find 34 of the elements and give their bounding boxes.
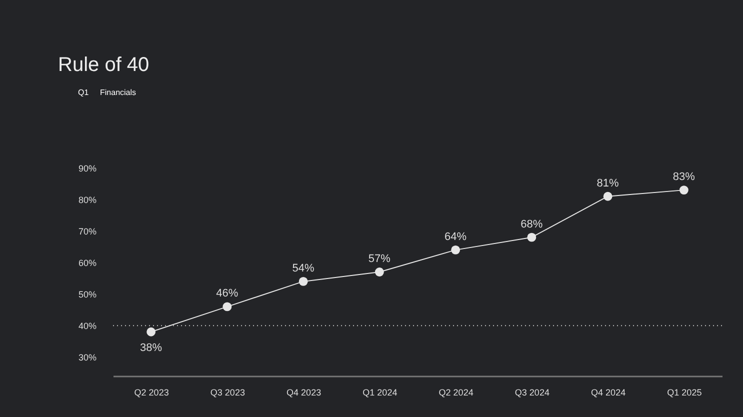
x-tick-label: Q3 2024: [514, 388, 550, 398]
x-tick-label: Q4 2023: [286, 388, 322, 398]
point: [603, 192, 612, 201]
x-tick-label: Q1 2025: [667, 388, 702, 398]
y-tick-label: 50%: [78, 290, 97, 300]
y-tick-label: 30%: [78, 352, 97, 363]
point: [374, 268, 384, 276]
data-label: 64%: [444, 230, 467, 243]
x-tick-label: Q2 2023: [134, 388, 169, 398]
data-label: 54%: [292, 262, 315, 274]
data-label: 68%: [520, 218, 543, 230]
data-label: 83%: [672, 171, 696, 184]
x-tick-label: Q4 2024: [591, 388, 626, 398]
data-label: 46%: [216, 288, 238, 300]
y-tick-label: 40%: [78, 321, 97, 332]
text: Financials: [100, 88, 136, 97]
point: [679, 186, 688, 195]
x-tick-label: Q3 2023: [210, 388, 245, 398]
point: [527, 232, 536, 242]
y-tick-label: 80%: [78, 195, 97, 206]
data-label: 38%: [140, 342, 162, 354]
point: [451, 245, 460, 254]
y-tick-label: 60%: [78, 258, 97, 268]
point: [146, 327, 156, 336]
text: Q1: [78, 88, 90, 97]
x-tick-label: Q2 2024: [438, 388, 474, 398]
chart-title: Rule of 40: [58, 54, 150, 76]
data-label: 57%: [368, 253, 391, 265]
point: [298, 276, 308, 286]
y-tick-label: 70%: [78, 226, 97, 237]
point: [222, 302, 232, 312]
x-tick-label: Q1 2024: [362, 388, 398, 398]
data-label: 81%: [596, 177, 620, 190]
y-tick-label: 90%: [78, 164, 97, 174]
